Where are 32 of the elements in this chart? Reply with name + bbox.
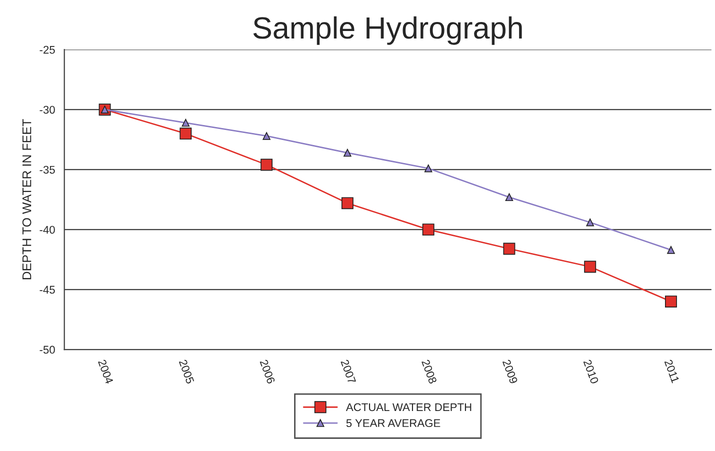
point [424,164,432,172]
y-tick-label: -25 [40,46,55,54]
legend-label: ACTUAL WATER DEPTH [346,403,472,412]
x-tick-label: 2010 [583,359,599,384]
point [341,197,354,210]
y-tick-label: -50 [40,346,55,354]
chart-title: Sample Hydrograph [253,16,522,45]
x-tick-label: 2007 [340,359,356,384]
point [422,224,434,236]
legend-label: 5 YEAR AVERAGE [346,419,440,428]
point [260,158,273,171]
x-tick-label: 2011 [664,359,680,384]
y-tick-label: -40 [40,226,55,234]
y-tick-label: -30 [40,106,55,114]
point [586,218,594,226]
point [180,128,192,140]
y-tick-label: -45 [40,286,55,294]
point [667,246,675,254]
point [182,118,190,127]
y-tick-label: -35 [40,166,55,174]
point [344,148,352,157]
point [665,296,677,308]
y-axis-title: DEPTH TO WATER IN FEET [22,119,32,280]
point [584,260,596,273]
x-tick-label: 2006 [260,359,276,384]
x-tick-label: 2005 [178,359,194,384]
point [503,242,516,255]
x-tick-label: 2008 [421,359,437,384]
x-tick-label: 2004 [98,359,114,384]
point [505,193,514,202]
x-tick-label: 2009 [502,359,518,384]
point [262,132,270,140]
